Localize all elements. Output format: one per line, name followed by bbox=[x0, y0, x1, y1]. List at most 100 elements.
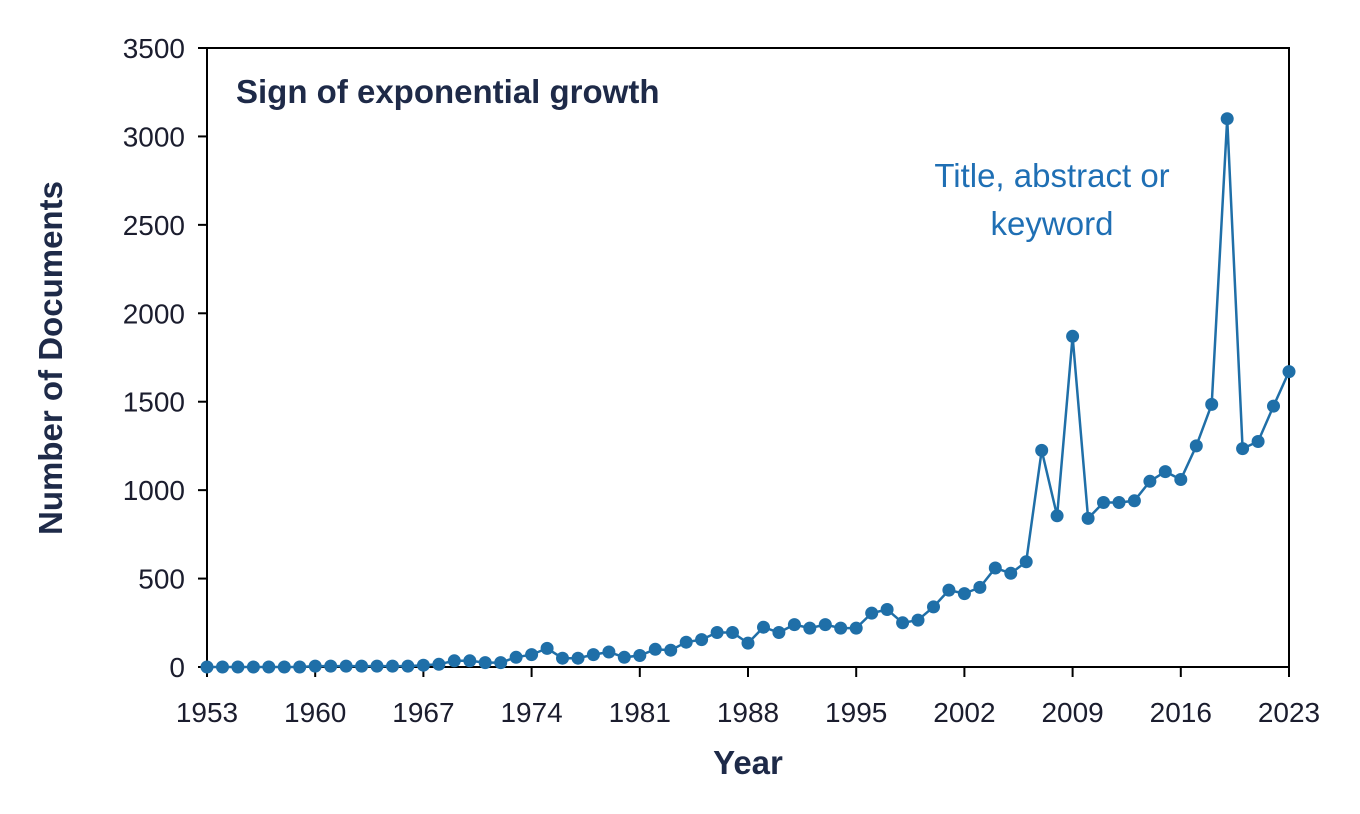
x-tick-label: 2002 bbox=[933, 697, 995, 728]
data-point bbox=[339, 659, 353, 673]
data-point bbox=[1267, 399, 1280, 413]
data-point bbox=[1220, 112, 1234, 126]
annotation-line-1: Title, abstract or bbox=[934, 157, 1169, 194]
data-point bbox=[710, 626, 724, 639]
x-tick-label: 1953 bbox=[176, 697, 238, 728]
data-point bbox=[942, 583, 956, 597]
data-point bbox=[664, 643, 678, 657]
x-tick-label: 1995 bbox=[825, 697, 887, 728]
y-tick-label: 3500 bbox=[123, 33, 185, 64]
data-point bbox=[447, 654, 461, 668]
data-point bbox=[277, 660, 291, 674]
y-tick-label: 2500 bbox=[123, 210, 185, 241]
x-axis-ticks: 1953 1960 1967 1974 1981 1988 1995 2002 2009 2016… bbox=[176, 667, 1320, 728]
data-point bbox=[556, 651, 569, 665]
data-point bbox=[262, 660, 276, 674]
data-point bbox=[308, 659, 322, 673]
data-point bbox=[1174, 473, 1188, 486]
y-tick-label: 0 bbox=[169, 652, 185, 683]
data-point bbox=[1236, 442, 1250, 456]
y-axis-ticks: 0 500 1000 1500 2000 2500 3000 3500 bbox=[123, 33, 207, 683]
annotation-line-2: keyword bbox=[991, 205, 1114, 242]
x-tick-label: 1967 bbox=[392, 697, 454, 728]
data-point bbox=[865, 606, 879, 620]
data-point bbox=[834, 621, 848, 635]
data-point bbox=[494, 656, 508, 670]
data-point bbox=[772, 626, 786, 639]
data-point bbox=[231, 660, 245, 674]
data-point bbox=[246, 660, 260, 674]
data-point bbox=[1127, 494, 1141, 508]
series-points bbox=[200, 112, 1296, 674]
data-point bbox=[571, 651, 585, 665]
y-tick-label: 1500 bbox=[123, 387, 185, 418]
data-point bbox=[370, 659, 384, 673]
y-tick-label: 2000 bbox=[123, 298, 185, 329]
x-tick-label: 1974 bbox=[500, 697, 562, 728]
data-point bbox=[200, 660, 214, 674]
data-point bbox=[1019, 555, 1033, 569]
plot-frame bbox=[206, 47, 1290, 668]
data-point bbox=[478, 656, 492, 670]
data-point bbox=[586, 648, 600, 662]
data-point bbox=[1189, 439, 1203, 453]
data-point bbox=[741, 636, 755, 650]
data-point bbox=[648, 642, 662, 656]
data-point bbox=[973, 580, 987, 594]
chart-title: Sign of exponential growth bbox=[236, 73, 660, 110]
x-tick-label: 2023 bbox=[1258, 697, 1320, 728]
data-point bbox=[416, 658, 430, 672]
data-point bbox=[432, 657, 446, 671]
data-point bbox=[1205, 397, 1219, 411]
data-point bbox=[355, 659, 369, 673]
y-tick-label: 500 bbox=[138, 564, 185, 595]
data-point bbox=[293, 660, 307, 674]
y-axis-title: Number of Documents bbox=[32, 181, 69, 535]
data-point bbox=[401, 659, 415, 673]
x-tick-label: 2009 bbox=[1041, 697, 1103, 728]
x-tick-label: 1988 bbox=[717, 697, 779, 728]
data-point bbox=[1112, 496, 1126, 509]
x-tick-label: 1960 bbox=[284, 697, 346, 728]
x-tick-label: 2016 bbox=[1150, 697, 1212, 728]
y-tick-label: 1000 bbox=[123, 475, 185, 506]
data-point bbox=[757, 620, 770, 634]
data-point bbox=[927, 600, 940, 614]
data-point bbox=[216, 660, 229, 674]
data-point bbox=[617, 650, 631, 664]
data-point bbox=[509, 650, 523, 664]
data-point bbox=[386, 659, 399, 673]
data-point bbox=[463, 654, 477, 668]
data-point bbox=[633, 649, 647, 662]
data-point bbox=[1143, 474, 1157, 488]
data-point bbox=[726, 626, 739, 639]
data-point bbox=[880, 603, 894, 616]
y-tick-label: 3000 bbox=[123, 121, 185, 152]
data-point bbox=[679, 635, 693, 649]
data-point bbox=[525, 648, 539, 662]
data-point bbox=[787, 618, 801, 632]
data-point bbox=[695, 633, 709, 647]
data-point bbox=[1081, 511, 1095, 525]
data-point bbox=[1035, 443, 1049, 457]
data-point bbox=[988, 561, 1002, 575]
data-point bbox=[818, 618, 832, 632]
data-point bbox=[602, 645, 616, 659]
data-point bbox=[1158, 465, 1172, 479]
data-point bbox=[1066, 329, 1080, 343]
data-point bbox=[849, 621, 863, 635]
data-point bbox=[1251, 435, 1265, 448]
x-axis-title: Year bbox=[713, 744, 783, 781]
data-point bbox=[540, 641, 554, 655]
data-point bbox=[911, 613, 925, 627]
data-point bbox=[324, 659, 338, 673]
data-point bbox=[1050, 509, 1064, 523]
data-point bbox=[1282, 365, 1296, 379]
x-tick-label: 1981 bbox=[609, 697, 671, 728]
data-point bbox=[1097, 496, 1110, 509]
data-point bbox=[896, 616, 910, 630]
data-point bbox=[957, 587, 971, 601]
series-line bbox=[207, 118, 1291, 669]
data-point bbox=[803, 621, 817, 635]
